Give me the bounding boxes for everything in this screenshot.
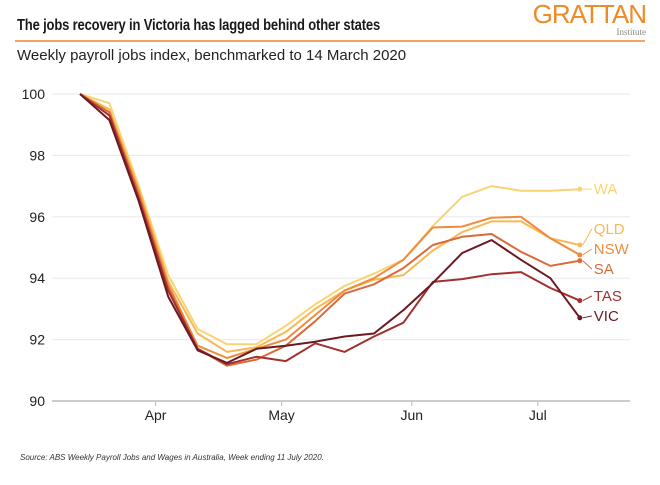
series-end-marker-tas — [577, 298, 583, 304]
series-label-qld: QLD — [594, 221, 625, 238]
label-leader-line — [582, 295, 593, 302]
series-end-marker-sa — [577, 258, 583, 264]
series-line-wa — [79, 93, 580, 346]
series-label-nsw: NSW — [594, 241, 630, 258]
grattan-logo: GRATTAN Institute — [532, 0, 647, 37]
series-label-tas: TAS — [594, 288, 622, 305]
y-tick-label: 98 — [29, 147, 45, 163]
series-line-qld — [79, 93, 581, 353]
series-label-vic: VIC — [594, 308, 619, 325]
label-leader-line — [582, 228, 593, 246]
series-end-marker-vic — [577, 315, 583, 321]
x-tick-label: May — [268, 407, 294, 423]
y-tick-label: 92 — [29, 332, 45, 348]
series-label-wa: WA — [594, 181, 618, 198]
y-tick-label: 90 — [29, 393, 45, 409]
x-tick-label: Jun — [401, 407, 424, 423]
y-tick-label: 100 — [22, 86, 46, 102]
title-divider — [15, 40, 645, 42]
logo-main-text: GRATTAN — [532, 0, 647, 29]
label-leader-line — [582, 248, 593, 256]
label-leader-line — [582, 260, 593, 270]
series-line-vic — [79, 93, 581, 364]
x-tick-label: Apr — [145, 407, 167, 423]
series-end-marker-wa — [577, 186, 583, 192]
y-tick-label: 94 — [29, 270, 45, 286]
series-line-nsw — [79, 93, 581, 359]
series-line-tas — [79, 93, 581, 366]
series-end-marker-qld — [577, 242, 583, 248]
chart-title: The jobs recovery in Victoria has lagged… — [17, 17, 381, 34]
series-end-marker-nsw — [577, 252, 583, 258]
label-leader-line — [582, 315, 592, 319]
x-tick-label: Jul — [529, 407, 547, 423]
logo-sub-text: Institute — [616, 27, 647, 37]
chart-subtitle: Weekly payroll jobs index, benchmarked t… — [17, 47, 407, 64]
source-note: Source: ABS Weekly Payroll Jobs and Wage… — [20, 453, 324, 462]
series-line-sa — [79, 93, 580, 367]
series-label-sa: SA — [594, 261, 614, 278]
y-tick-label: 96 — [29, 209, 45, 225]
